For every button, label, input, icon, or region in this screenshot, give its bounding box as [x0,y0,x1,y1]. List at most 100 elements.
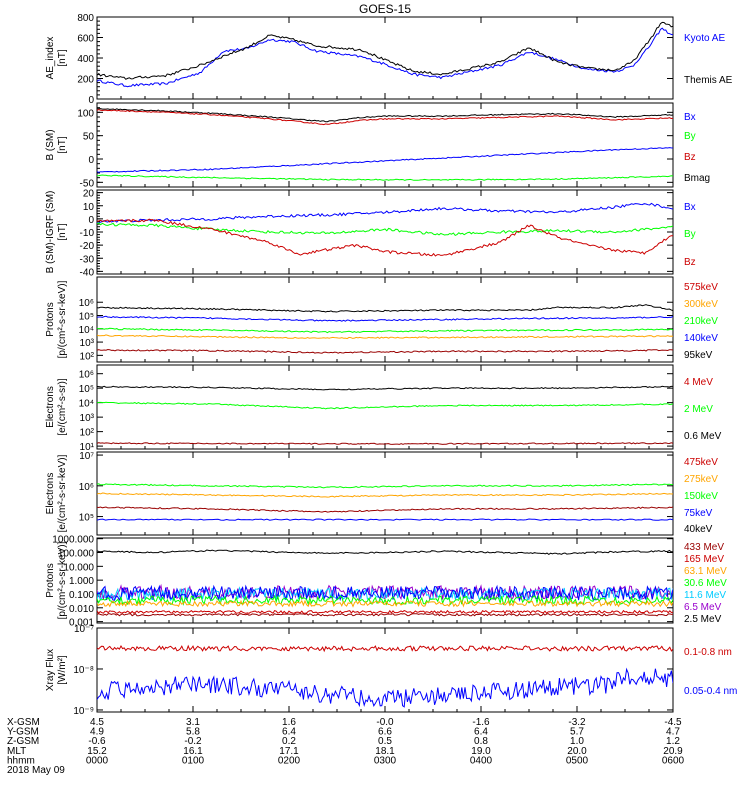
extra-line [97,518,673,521]
panel-frame [96,16,674,100]
series-line-4-mev [97,442,673,445]
series-group [97,549,673,617]
y-tick-label: 10 [83,202,95,213]
legend-entry: 433 MeV [684,542,724,553]
legend-entry: 4 MeV [684,377,713,388]
legend-entry: Bmag [684,173,710,184]
series-line-2-5-mev [97,549,673,556]
y-axis-label: B (SM)-IGRF (SM) [45,191,56,274]
ephemeris-value: -0.0 [376,717,394,728]
ephemeris-value: 20.0 [567,746,587,757]
y-axis-unit: [p/(cm²-s-sr-keV)] [57,541,68,619]
y-tick-label: 10⁶ [79,482,94,493]
series-group [97,108,673,181]
date-label: 2018 May 09 [7,765,65,776]
y-tick-label: 10⁴ [79,325,94,336]
series-line-xray-long [97,644,673,653]
series-line-140kev [97,315,673,322]
y-tick-label: 1000.000 [52,535,94,546]
ephemeris-value: 1.0 [570,736,584,747]
panel-5: 10¹ 10² 10³ 10⁴ 10⁵ 10⁶ Electrons [e/(cm²-s-sr)… [45,364,722,453]
y-tick-label: 200 [77,75,94,86]
ephemeris-row-label: X-GSM [7,717,40,728]
ephemeris-value: 19.0 [471,746,491,757]
y-tick-label: 10³ [80,338,95,349]
y-axis-label: Protons [45,302,56,336]
y-tick-label: 10⁻⁷ [74,624,94,635]
legend-entry: 275keV [684,474,718,485]
ephemeris-value: 0300 [374,755,397,766]
legend-entry: Bx [684,202,696,213]
legend-entry: Themis AE [684,75,733,86]
legend-entry: Bz [684,152,696,163]
ephemeris-value: -4.5 [664,717,682,728]
ephemeris-value: -1.6 [472,717,490,728]
y-axis-unit: [p/(cm²-s-sr-keV)] [57,280,68,358]
y-tick-label: 0 [88,155,94,166]
panel-1: 0 200 400 600 800 AE_index [nT] Kyoto AE Themis … [45,13,733,106]
y-tick-label: 100 [77,108,94,119]
legend-entry: 475keV [684,457,718,468]
panel-4: 10² 10³ 10⁴ 10⁵ 10⁶ Protons [p/(cm²-s-sr-keV)]… [45,276,718,363]
legend-entry: 150keV [684,491,718,502]
y-axis-unit: [e/(cm²-s-sr)] [57,378,68,435]
legend-entry: By [684,229,696,240]
ephemeris-value: -0.6 [88,736,106,747]
noise-band [97,594,673,606]
legend-entry: 2.5 MeV [684,614,722,625]
series-line-bx [97,147,673,173]
y-axis-label: B (SM) [45,129,56,160]
series-line-575kev [97,348,673,354]
series-line-bx [97,202,673,224]
noise-band [97,599,673,608]
y-tick-label: 10⁶ [79,370,94,381]
ephemeris-row-label: Z-GSM [7,736,39,747]
ephemeris-value: 1.2 [666,736,680,747]
series-line-by [97,222,673,237]
y-tick-label: -20 [80,241,95,252]
panel-7: 0.001 0.010 0.100 1.000 10.000 100.000 1000.00… [45,535,727,629]
legend-entry: 2 MeV [684,404,713,415]
series-group [97,304,673,354]
ephemeris-value: 17.1 [279,746,299,757]
y-tick-label: 50 [83,132,95,143]
legend-entry: 0.6 MeV [684,431,722,442]
y-axis-label: Electrons [45,473,56,515]
legend-entry: 300keV [684,299,718,310]
ephemeris-row-label: MLT [7,746,26,757]
y-tick-label: 0.100 [69,590,94,601]
ephemeris-value: 4.7 [666,727,680,738]
panel-frame [96,627,674,713]
y-tick-label: 800 [77,13,94,24]
ephemeris-value: 0100 [182,755,205,766]
legend-entry: 0.1-0.8 nm [684,647,732,658]
ephemeris-value: 0.2 [282,736,296,747]
legend-entry: Kyoto AE [684,33,725,44]
legend-entry: Bz [684,257,696,268]
y-tick-label: 10⁵ [79,312,94,323]
series-line-themis-ae [97,21,673,80]
y-axis-label: Electrons [45,386,56,428]
series-line-bmag [97,108,673,123]
y-tick-label: 20 [83,189,95,200]
ephemeris-value: 6.4 [474,727,488,738]
y-tick-label: 10.000 [63,562,94,573]
ephemeris-value: 18.1 [375,746,395,757]
legend-entry: 0.05-0.4 nm [684,686,737,697]
series-group [97,202,673,257]
y-tick-label: 1.000 [69,576,94,587]
y-axis-unit: [nT] [57,223,68,240]
y-axis-unit: [nT] [57,49,68,66]
legend-entry: 75keV [684,508,713,519]
y-tick-label: 0 [88,215,94,226]
legend-entry: 30.6 MeV [684,578,727,589]
series-line-xray-short [97,667,673,708]
legend-entry: 6.5 MeV [684,602,722,613]
y-tick-label: 10⁻⁸ [73,665,94,676]
y-tick-label: 100.000 [58,549,95,560]
series-line-275kev [97,492,673,498]
series-line-300kev [97,334,673,340]
legend-entry: 63.1 MeV [684,566,727,577]
series-line-bz [97,108,673,126]
noise-band [97,612,673,617]
